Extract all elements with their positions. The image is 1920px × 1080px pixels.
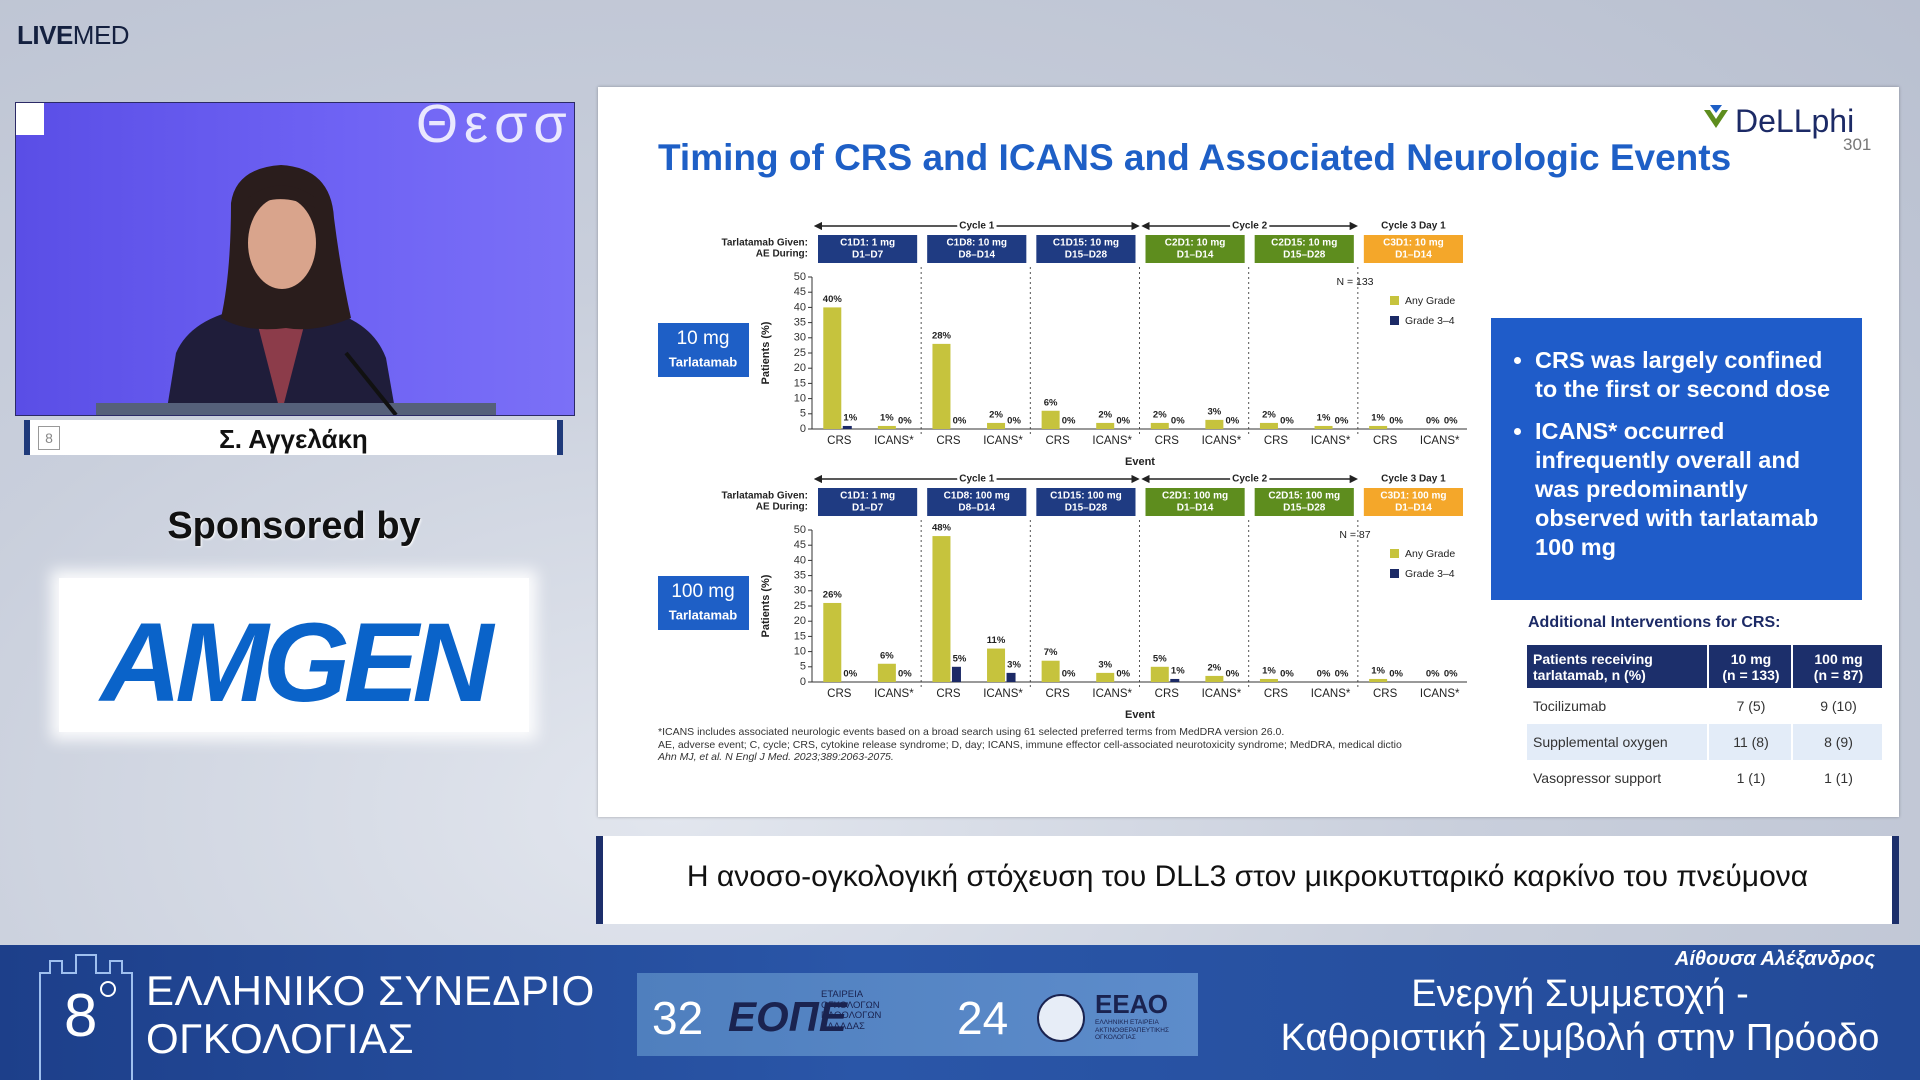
congress-line: ΟΓΚΟΛΟΓΙΑΣ [146,1015,415,1062]
video-corner [16,103,44,135]
room: Αίθουσα Αλέξανδρος [1674,948,1875,970]
table-cell: 11 (8) [1707,724,1793,760]
sponsor-box: AMGEN [59,578,529,732]
header-line: tarlatamab, n (%) [1533,666,1646,683]
speaker-name: Σ. Αγγελάκη [219,424,368,454]
footnotes: *ICANS includes associated neurologic ev… [658,726,1402,764]
sponsor-label: Sponsored by [167,505,421,547]
table-header [1527,645,1882,688]
society-text-line: ΕΤΑΙΡΕΙΑ [821,989,864,1000]
motto-line: Ενεργή Συμμετοχή - [1411,973,1749,1015]
brand-light: MED [72,20,130,50]
degree [100,981,116,997]
congress-emblem [39,954,133,1080]
table-cell: 7 (5) [1707,688,1793,724]
society-text: ΕΛΛΗΝΙΚΗ ΕΤΑΙΡΕΙΑ ΑΚΤΙΝΟΘΕΡΑΠΕΥΤΙΚΗΣ ΟΓΚΟΛ… [1095,1019,1169,1042]
row-band [1527,724,1882,760]
motto-line: Καθοριστική Συμβολή στην Πρόοδο [1280,1017,1880,1059]
table-cell: 1 (1) [1791,760,1884,796]
header-line: Patients receiving [1533,650,1653,667]
edition: 8 [64,982,98,1049]
header-line: (n = 87) [1813,666,1864,683]
society-seal [1037,994,1085,1042]
table-cell: 9 (10) [1791,688,1884,724]
key-point: ICANS* occurred infrequently overall and… [1535,417,1846,562]
speaker-figure [96,165,496,415]
society-text-line: ΕΛΛΗΝΙΚΗ ΕΤΑΙΡΕΙΑ [1095,1019,1159,1026]
logo-mark [1704,105,1728,128]
society-text-line: ΟΓΚΟΛΟΓΩΝ [821,999,880,1011]
society-text: ΕΤΑΙΡΕΙΑ ΟΓΚΟΛΟΓΩΝ ΠΑΘΟΛΟΓΩΝ ΕΛΛΑΔΑΣ [821,989,882,1032]
table-title: Additional Interventions for CRS: [1528,614,1781,631]
society-number: 32 [652,992,704,1044]
society-text-line: ΕΛΛΑΔΑΣ [821,1020,865,1032]
society-name: ΕΟΠΕ [728,993,847,1040]
societies: 32 ΕΟΠΕ ΕΤΑΙΡΕΙΑ ΟΓΚΟΛΟΓΩΝ ΠΑΘΟΛΟΓΩΝ ΕΛΛΑΔΑ… [637,973,1198,1056]
footnote: *ICANS includes associated neurologic ev… [658,726,1285,738]
footnote: Ahn MJ, et al. N Engl J Med. 2023;389:20… [658,751,894,763]
caption: Η ανοσο-ογκολογική στόχευση του DLL3 στο… [686,860,1809,893]
brand-strong: LIVE [17,20,73,50]
video-feed: Θεσσ [15,102,575,416]
table-cell: 8 (9) [1791,724,1884,760]
key-point-list: CRS was largely confined to the first or… [1505,346,1846,562]
header-cell: 10 mg (n = 133) [1707,645,1793,688]
speaker-bar: 8 Σ. Αγγελάκη [24,420,563,455]
header-line: (n = 133) [1722,666,1780,683]
header-line: 100 mg [1814,650,1863,667]
backdrop-text: Θεσσ [416,102,573,154]
society-number: 24 [957,992,1009,1044]
table-cell: 1 (1) [1707,760,1793,796]
society-text-line: ΑΚΤΙΝΟΘΕΡΑΠΕΥΤΙΚΗΣ [1095,1026,1169,1034]
slide-title: Timing of CRS and ICANS and Associated N… [658,137,1732,178]
key-points: CRS was largely confined to the first or… [1491,318,1862,600]
footer: 8 ΕΛΛΗΝΙΚΟ ΣΥΝΕΔΡΙΟ ΟΓΚΟΛΟΓΙΑΣ 32 ΕΟΠΕ Ε… [0,945,1920,1080]
table-cell: Tocilizumab [1533,698,1607,714]
caption-box: Η ανοσο-ογκολογική στόχευση του DLL3 στο… [596,836,1899,924]
society-text-line: ΟΓΚΟΛΟΓΙΑΣ [1095,1034,1136,1041]
table-cell: Vasopressor support [1533,770,1662,786]
brand: LIVEMED [17,20,130,51]
society-name: ΕΕΑΟ [1095,989,1168,1019]
header-cell: Patients receiving tarlatamab, n (%) [1533,645,1703,688]
table-cell: Supplemental oxygen [1533,734,1668,750]
footnote: AE, adverse event; C, cycle; CRS, cytoki… [658,738,1402,751]
congress-line: ΕΛΛΗΝΙΚΟ ΣΥΝΕΔΡΙΟ [146,967,595,1014]
sponsor-logo: AMGEN [100,600,494,725]
society-text-line: ΠΑΘΟΛΟΓΩΝ [821,1010,882,1021]
logo-number: 301 [1843,135,1872,154]
header-cell: 100 mg (n = 87) [1791,645,1884,688]
key-point: CRS was largely confined to the first or… [1535,346,1846,404]
speaker-badge: 8 [38,426,60,450]
slide: Timing of CRS and ICANS and Associated N… [598,87,1899,817]
header-line: 10 mg [1730,650,1772,667]
logo-text: DeLLphi [1735,103,1855,139]
